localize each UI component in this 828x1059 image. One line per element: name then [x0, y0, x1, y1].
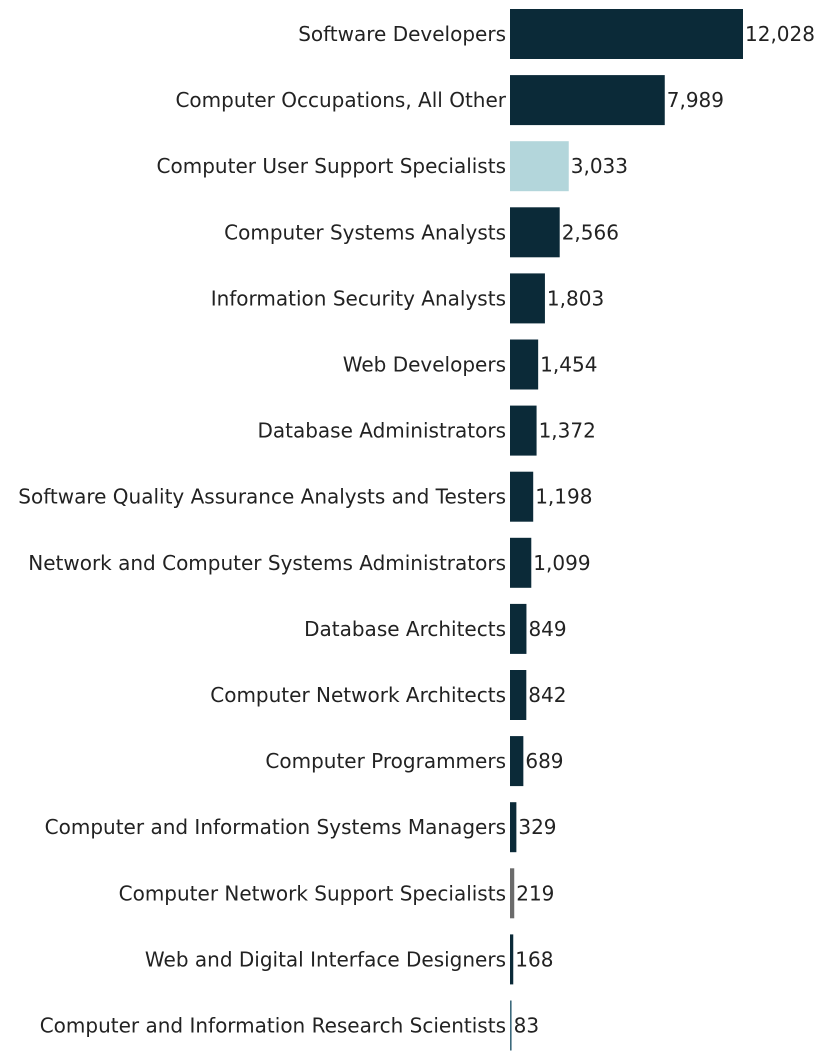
- category-label: Computer and Information Research Scient…: [40, 1014, 506, 1038]
- bar: [510, 339, 539, 390]
- value-label: 1,803: [547, 286, 604, 310]
- value-label: 219: [516, 881, 554, 905]
- category-label: Computer Programmers: [265, 749, 506, 773]
- bar: [510, 802, 517, 853]
- category-label: Computer Network Architects: [210, 683, 506, 707]
- category-label: Computer Systems Analysts: [224, 220, 506, 244]
- category-label: Computer and Information Systems Manager…: [45, 815, 506, 839]
- value-label: 1,454: [540, 353, 597, 377]
- category-label: Computer Network Support Specialists: [119, 881, 506, 905]
- value-label: 1,198: [535, 485, 592, 509]
- bar: [510, 736, 524, 787]
- category-label: Software Developers: [298, 22, 506, 46]
- category-label: Database Architects: [304, 617, 506, 641]
- bar: [510, 868, 515, 919]
- bar: [510, 75, 665, 126]
- value-label: 12,028: [745, 22, 815, 46]
- bar: [510, 405, 537, 456]
- bar: [510, 670, 527, 720]
- value-label: 83: [514, 1014, 539, 1038]
- bar: [510, 141, 569, 192]
- category-label: Web and Digital Interface Designers: [145, 947, 506, 971]
- value-label: 689: [525, 749, 563, 773]
- value-label: 2,566: [562, 220, 619, 244]
- bar: [510, 9, 743, 59]
- bar: [510, 934, 514, 985]
- category-label: Computer User Support Specialists: [157, 154, 506, 178]
- bar: [510, 603, 527, 654]
- bar: [510, 273, 545, 324]
- category-label: Web Developers: [343, 353, 506, 377]
- value-label: 7,989: [667, 88, 724, 112]
- category-label: Computer Occupations, All Other: [175, 88, 506, 112]
- value-label: 168: [515, 947, 553, 971]
- bar: [510, 1000, 512, 1051]
- category-label: Software Quality Assurance Analysts and …: [18, 485, 506, 509]
- bar: [510, 537, 532, 588]
- value-label: 1,099: [533, 551, 590, 575]
- bar: [510, 207, 560, 258]
- bar: [510, 471, 534, 522]
- value-label: 1,372: [539, 419, 596, 443]
- category-label: Network and Computer Systems Administrat…: [28, 551, 506, 575]
- category-label: Information Security Analysts: [211, 286, 506, 310]
- value-label: 329: [518, 815, 556, 839]
- category-label: Database Administrators: [257, 419, 506, 443]
- value-label: 3,033: [571, 154, 628, 178]
- value-label: 849: [528, 617, 566, 641]
- value-label: 842: [528, 683, 566, 707]
